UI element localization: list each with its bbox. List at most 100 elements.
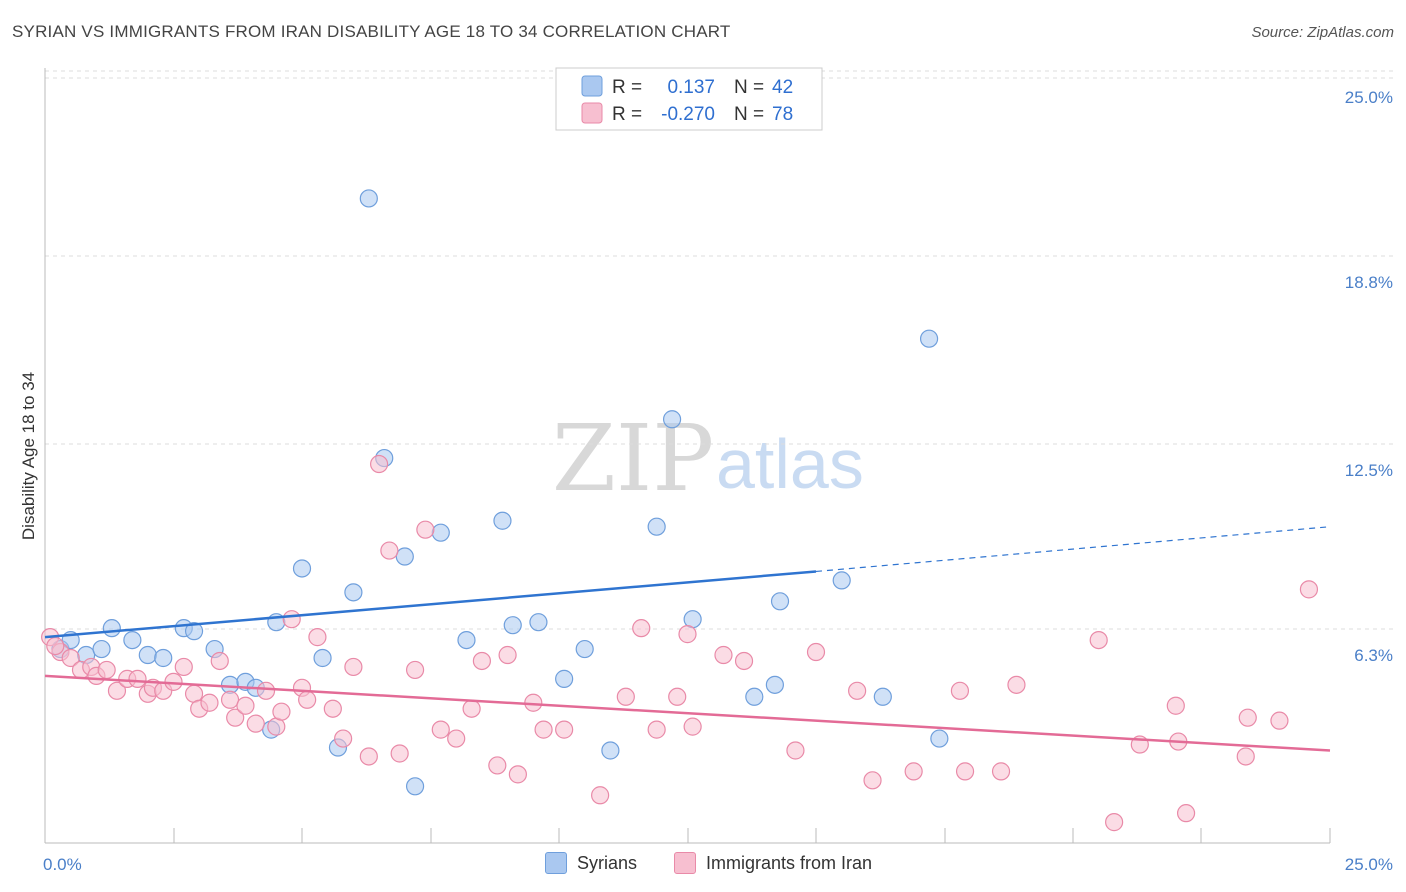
point-syrians: [555, 669, 574, 688]
point-syrians: [359, 189, 378, 208]
point-syrians: [313, 648, 332, 668]
point-iran: [472, 651, 491, 671]
point-iran: [806, 642, 826, 662]
label-iran: Immigrants from Iran: [706, 852, 873, 873]
point-iran: [1105, 813, 1124, 832]
y-tick-label: 18.8%: [1345, 273, 1393, 292]
point-syrians: [405, 777, 425, 796]
swatch-syrians: [545, 852, 567, 874]
point-syrians: [662, 410, 682, 429]
point-syrians: [919, 329, 939, 348]
point-iran: [334, 729, 353, 748]
point-iran: [1270, 711, 1289, 730]
point-syrians: [770, 592, 790, 611]
point-iran: [462, 699, 481, 718]
watermark: ZIP atlas: [552, 405, 864, 512]
point-syrians: [154, 648, 173, 668]
watermark-atlas: atlas: [716, 425, 864, 503]
point-syrians: [745, 687, 764, 706]
point-iran: [380, 541, 399, 560]
point-syrians: [930, 729, 949, 748]
point-iran: [256, 681, 276, 700]
trend-syrians-extension: [815, 526, 1331, 573]
point-syrians: [765, 675, 784, 694]
legend-r-value-1: 0.137: [667, 77, 715, 98]
point-iran: [405, 660, 425, 680]
legend-swatch-syrians: [581, 75, 603, 97]
point-iran: [1299, 580, 1319, 599]
point-iran: [97, 660, 116, 680]
point-iran: [647, 720, 666, 739]
point-syrians: [138, 645, 157, 665]
point-iran: [323, 699, 342, 718]
point-syrians: [575, 639, 594, 659]
point-iran: [220, 690, 240, 709]
point-syrians: [493, 511, 512, 530]
point-iran: [1236, 747, 1255, 766]
point-iran: [226, 708, 245, 727]
swatch-iran: [674, 852, 696, 874]
point-iran: [282, 610, 301, 629]
grid: [45, 70, 1395, 630]
point-iran: [632, 619, 651, 638]
point-iran: [955, 762, 975, 781]
point-iran: [431, 720, 450, 739]
point-syrians: [292, 559, 312, 578]
y-tick-label: 12.5%: [1345, 461, 1393, 480]
point-syrians: [529, 613, 548, 632]
point-syrians: [395, 547, 414, 566]
point-iran: [1238, 708, 1257, 727]
point-iran: [786, 741, 805, 760]
x-tick-label-max: 25.0%: [1345, 855, 1393, 874]
legend-n-label-2: N =: [734, 104, 764, 125]
chart-title: SYRIAN VS IMMIGRANTS FROM IRAN DISABILIT…: [12, 22, 731, 41]
point-iran: [616, 687, 635, 706]
trend-iran: [44, 674, 1331, 752]
data-points: [41, 189, 1319, 832]
point-iran: [416, 520, 435, 539]
watermark-zip: ZIP: [552, 405, 714, 512]
point-iran: [236, 696, 255, 715]
point-iran: [904, 762, 923, 781]
point-iran: [991, 762, 1011, 781]
point-syrians: [92, 639, 111, 659]
point-syrians: [184, 622, 204, 641]
tick-labels: 25.0% 18.8% 12.5% 6.3% 0.0% 25.0%: [43, 88, 1393, 874]
legend-swatch-iran: [581, 102, 603, 124]
point-iran: [210, 651, 229, 671]
point-iran: [668, 687, 687, 706]
x-tick-label-min: 0.0%: [43, 855, 82, 874]
source-credit: Source: ZipAtlas.com: [1251, 24, 1394, 41]
point-iran: [678, 625, 697, 644]
legend-n-value-2: 78: [772, 104, 793, 125]
point-iran: [591, 786, 610, 805]
point-syrians: [647, 517, 666, 536]
point-iran: [390, 744, 409, 763]
point-syrians: [873, 687, 892, 706]
point-iran: [734, 651, 754, 671]
point-iran: [246, 714, 265, 733]
trend-syrians: [44, 570, 817, 639]
point-syrians: [832, 571, 851, 590]
point-syrians: [102, 619, 121, 638]
y-tick-label: 25.0%: [1345, 88, 1393, 107]
legend-n-value-1: 42: [772, 77, 793, 98]
point-iran: [272, 702, 291, 721]
legend-box: R = 0.137 N = 42 R = -0.270 N = 78: [555, 67, 823, 131]
point-iran: [488, 756, 507, 775]
point-iran: [683, 717, 702, 736]
point-syrians: [601, 741, 620, 760]
point-iran: [128, 669, 147, 688]
point-iran: [308, 628, 327, 647]
point-syrians: [431, 523, 450, 542]
point-iran: [61, 648, 80, 668]
point-iran: [1007, 675, 1026, 694]
legend-r-value-2: -0.270: [661, 104, 715, 125]
point-iran: [344, 657, 363, 677]
point-syrians: [123, 630, 142, 650]
legend-n-label-1: N =: [734, 77, 764, 98]
trend-lines: [44, 526, 1331, 752]
point-syrians: [503, 616, 522, 635]
point-iran: [1089, 630, 1108, 650]
